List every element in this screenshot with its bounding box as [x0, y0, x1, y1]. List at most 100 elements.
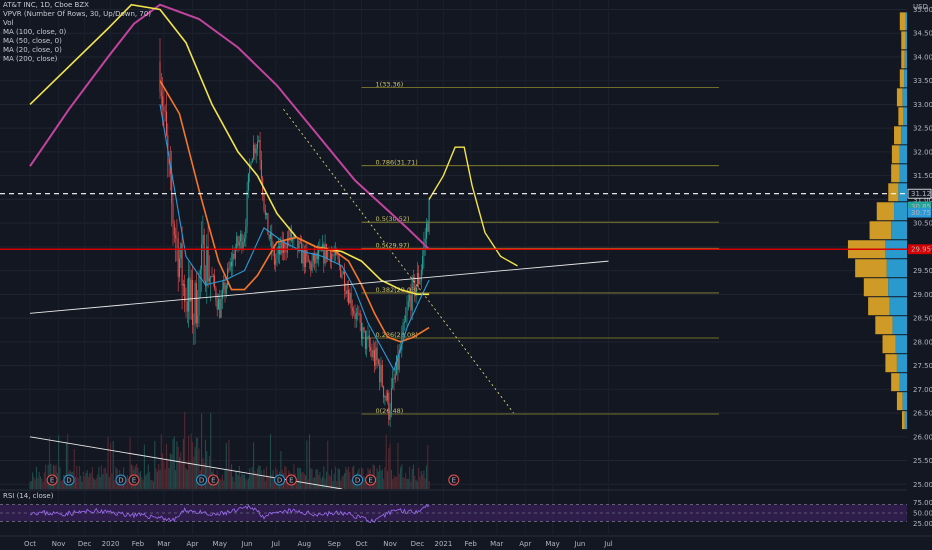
volume-bar — [221, 474, 223, 489]
event-marker-label: E — [452, 477, 456, 485]
volume-bar — [425, 465, 428, 489]
legend-ma20[interactable]: MA (20, close, 0) — [3, 46, 62, 54]
candle-body — [236, 236, 238, 250]
candle-body — [244, 238, 245, 242]
volume-bar — [178, 457, 181, 489]
candle-body — [329, 249, 331, 262]
fib-level-label: 0(26.48) — [376, 407, 404, 415]
candle-body — [303, 249, 305, 267]
time-axis[interactable]: Oct Nov Dec 2020 Feb Mar Apr May Jun Jul Aug Sep Oct… — [0, 535, 932, 548]
volume-bar — [230, 464, 233, 489]
volume-bar — [325, 471, 327, 489]
vpvr-down-bar — [901, 31, 906, 50]
volume-bar — [154, 440, 156, 489]
vpvr-up-bar — [898, 183, 907, 202]
volume-bar — [334, 466, 337, 489]
fibonacci-retracement[interactable]: 1(33.36) 0.786(31.71) 0.5(30.52) 0.5(29.97)… — [361, 80, 720, 415]
fib-level-label: 0.236(28.08) — [376, 331, 418, 339]
volume-bar — [225, 442, 227, 489]
volume-bar — [336, 480, 338, 489]
vpvr-down-bar — [875, 316, 893, 335]
event-marker-label: E — [132, 477, 136, 485]
volume-bar — [110, 443, 112, 489]
candle-body — [164, 110, 166, 112]
volume-bar — [256, 468, 259, 489]
volume-bar — [377, 471, 379, 489]
fib-level-label: 0.5(29.97) — [376, 241, 410, 249]
volume-bar — [338, 469, 340, 489]
candle-body — [172, 203, 174, 225]
event-marker-label: E — [289, 477, 293, 485]
candle-body — [338, 258, 340, 266]
legend-ma50[interactable]: MA (50, close, 0) — [3, 37, 62, 45]
volume-bar — [58, 435, 60, 489]
volume-bar — [271, 474, 273, 489]
volume-bar — [159, 469, 161, 489]
volume-bar — [202, 458, 204, 489]
candle-body — [227, 268, 229, 286]
candle-body — [195, 283, 197, 324]
candle-body — [208, 278, 210, 282]
volume-bar — [185, 468, 187, 489]
candle-body — [185, 301, 187, 302]
volume-bar — [175, 470, 177, 489]
candle-body — [312, 253, 314, 261]
earnings-marker — [365, 474, 377, 486]
volume-bar — [392, 479, 394, 489]
volume-bar — [102, 474, 104, 489]
legend-vol[interactable]: Vol — [3, 19, 14, 27]
candle-body — [241, 233, 243, 249]
volume-bar — [206, 451, 208, 489]
legend-vpvr[interactable]: VPVR (Number Of Rows, 30, Up/Down, 70) — [3, 10, 152, 18]
horizontal-lines[interactable] — [0, 193, 907, 251]
candle-body — [341, 274, 343, 278]
volume-bar — [147, 464, 149, 489]
candle-body — [203, 234, 205, 281]
volume-bar — [189, 461, 191, 489]
volume-bar — [139, 471, 142, 489]
candle-body — [410, 295, 412, 311]
legend-symbol[interactable]: AT&T INC, 1D, Cboe BZX — [3, 1, 89, 9]
volume-bar — [240, 476, 242, 489]
volume-bar — [375, 476, 377, 489]
candle-body — [189, 277, 191, 302]
rsi-legend[interactable]: RSI (14, close) — [3, 492, 54, 500]
vpvr-down-bar — [891, 164, 900, 183]
volume-bar — [247, 478, 249, 489]
volume-bar — [307, 479, 309, 489]
candle-body — [315, 253, 317, 264]
candle-body — [299, 241, 301, 243]
price-axis[interactable]: 35.00 34.50 34.00 33.50 33.00 32.50 32.00 31.50… — [907, 0, 932, 550]
volume-bar — [323, 466, 325, 489]
volume-bar — [151, 479, 153, 489]
legend-ma100[interactable]: MA (100, close, 0) — [3, 28, 67, 36]
candle-body — [371, 350, 373, 358]
volume-bar — [319, 471, 321, 489]
volume-bar — [238, 465, 240, 489]
candle-body — [394, 374, 396, 380]
price-tick-label: 28.00 — [913, 338, 932, 346]
volume-bar — [363, 476, 365, 489]
candle-body — [231, 261, 232, 267]
volume-bar — [104, 467, 106, 489]
candle-body — [402, 322, 404, 335]
event-marker-label: D — [66, 477, 71, 485]
vpvr-up-bar — [899, 373, 907, 392]
legend-ma200[interactable]: MA (200, close) — [3, 55, 58, 63]
volume-bar — [125, 480, 127, 489]
time-tick-label: Oct — [355, 540, 367, 548]
candle-body — [364, 330, 366, 349]
candle-body — [377, 360, 379, 364]
vpvr-down-bar — [896, 392, 903, 411]
vpvr-up-bar — [901, 126, 907, 145]
volume-bar — [311, 469, 313, 489]
candle-body — [211, 276, 213, 277]
volume-bar — [418, 467, 420, 489]
volume-bar — [176, 441, 178, 489]
volume-bar — [269, 434, 272, 489]
fib-level-label: 0.382(29.03) — [376, 286, 418, 294]
volume-bar — [80, 475, 82, 489]
volume-bar — [301, 472, 303, 489]
